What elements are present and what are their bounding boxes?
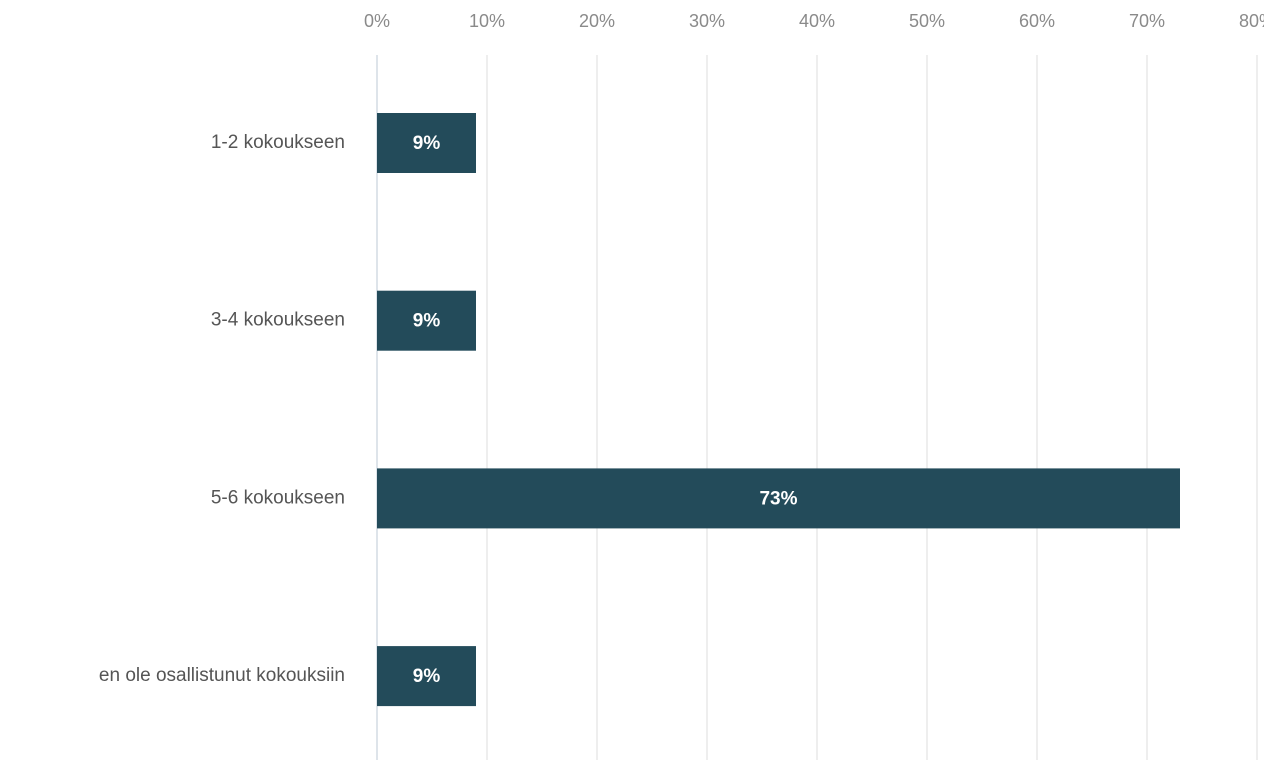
x-tick-label: 80% bbox=[1239, 11, 1264, 31]
x-tick-label: 30% bbox=[689, 11, 725, 31]
x-tick-label: 70% bbox=[1129, 11, 1165, 31]
y-tick-label: 3-4 kokoukseen bbox=[211, 310, 345, 331]
data-label: 73% bbox=[759, 488, 797, 509]
x-tick-label: 0% bbox=[364, 11, 390, 31]
bar bbox=[377, 290, 476, 351]
y-tick-label: en ole osallistunut kokouksiin bbox=[99, 665, 345, 686]
bar bbox=[377, 646, 476, 707]
bar bbox=[377, 468, 1180, 529]
x-tick-label: 60% bbox=[1019, 11, 1055, 31]
data-label: 9% bbox=[413, 666, 441, 687]
data-label: 9% bbox=[413, 311, 441, 332]
bar bbox=[377, 113, 476, 173]
x-tick-label: 40% bbox=[799, 11, 835, 31]
x-tick-label: 50% bbox=[909, 11, 945, 31]
x-tick-label: 20% bbox=[579, 11, 615, 31]
y-tick-label: 5-6 kokoukseen bbox=[211, 487, 345, 508]
y-tick-label: 1-2 kokoukseen bbox=[211, 132, 345, 153]
x-tick-label: 10% bbox=[469, 11, 505, 31]
data-label: 9% bbox=[413, 133, 441, 154]
